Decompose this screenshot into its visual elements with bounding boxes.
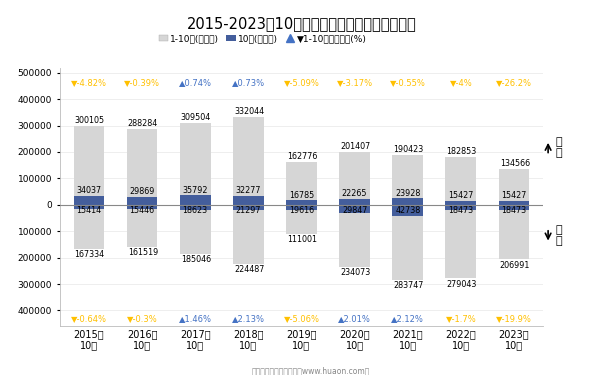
- Bar: [180, 205, 211, 254]
- Bar: [127, 205, 158, 248]
- Text: 制图：华经产业研究院（www.huaon.com）: 制图：华经产业研究院（www.huaon.com）: [251, 366, 370, 375]
- Bar: [233, 205, 264, 264]
- Bar: [392, 154, 423, 205]
- Text: ▼-0.64%: ▼-0.64%: [71, 314, 107, 323]
- Text: 15446: 15446: [130, 206, 155, 214]
- Text: ▲0.73%: ▲0.73%: [232, 78, 265, 87]
- Bar: [392, 198, 423, 205]
- Text: 18623: 18623: [183, 206, 208, 214]
- Text: 29847: 29847: [342, 206, 367, 214]
- Text: 190423: 190423: [393, 145, 424, 154]
- Text: 279043: 279043: [447, 279, 477, 288]
- Text: 15427: 15427: [448, 191, 473, 200]
- Text: 288284: 288284: [128, 119, 158, 128]
- Text: 21297: 21297: [236, 206, 261, 214]
- Text: 出
口: 出 口: [555, 137, 562, 159]
- Text: 332044: 332044: [234, 107, 264, 116]
- Bar: [392, 205, 423, 280]
- Text: 283747: 283747: [393, 281, 424, 290]
- Text: ▼-4%: ▼-4%: [450, 78, 472, 87]
- Text: ▲2.01%: ▲2.01%: [338, 314, 371, 323]
- Text: 234073: 234073: [340, 268, 371, 277]
- Text: 167334: 167334: [75, 250, 104, 259]
- Bar: [286, 205, 317, 234]
- Bar: [127, 197, 158, 205]
- Text: 161519: 161519: [128, 249, 158, 258]
- Text: 206991: 206991: [500, 261, 530, 270]
- Bar: [498, 205, 530, 260]
- Text: 23928: 23928: [395, 189, 420, 198]
- Bar: [286, 162, 317, 205]
- Legend: 1-10月(万美元), 10月(万美元), ▼1-10月同比增速(%): 1-10月(万美元), 10月(万美元), ▼1-10月同比增速(%): [155, 31, 371, 47]
- Text: 18473: 18473: [501, 206, 527, 214]
- Text: ▼-26.2%: ▼-26.2%: [496, 78, 532, 87]
- Text: 32277: 32277: [236, 186, 261, 195]
- Bar: [127, 205, 158, 209]
- Text: ▲0.74%: ▲0.74%: [179, 78, 212, 87]
- Text: 182853: 182853: [447, 147, 477, 156]
- Bar: [445, 201, 476, 205]
- Bar: [339, 199, 370, 205]
- Text: 19616: 19616: [289, 206, 314, 214]
- Bar: [233, 196, 264, 205]
- Bar: [73, 205, 104, 209]
- Text: 134566: 134566: [500, 159, 530, 168]
- Bar: [498, 169, 530, 205]
- Text: ▼-4.82%: ▼-4.82%: [71, 78, 107, 87]
- Text: 进
口: 进 口: [555, 225, 562, 246]
- Bar: [73, 126, 104, 205]
- Text: 185046: 185046: [181, 255, 211, 264]
- Text: ▼-0.55%: ▼-0.55%: [390, 78, 426, 87]
- Bar: [286, 200, 317, 205]
- Bar: [233, 117, 264, 205]
- Text: 16785: 16785: [289, 190, 314, 200]
- Text: ▼-0.39%: ▼-0.39%: [124, 78, 160, 87]
- Bar: [339, 205, 370, 267]
- Text: ▲1.46%: ▲1.46%: [179, 314, 212, 323]
- Bar: [127, 129, 158, 205]
- Text: 35792: 35792: [183, 186, 208, 195]
- Text: 42738: 42738: [395, 206, 420, 214]
- Text: 29869: 29869: [130, 187, 155, 196]
- Bar: [73, 196, 104, 205]
- Text: ▼-0.3%: ▼-0.3%: [127, 314, 158, 323]
- Text: 18473: 18473: [448, 206, 473, 214]
- Text: 300105: 300105: [75, 116, 104, 125]
- Text: 224487: 224487: [234, 265, 264, 274]
- Text: ▲2.12%: ▲2.12%: [391, 314, 424, 323]
- Bar: [286, 205, 317, 210]
- Text: 15414: 15414: [76, 206, 101, 214]
- Bar: [392, 205, 423, 216]
- Text: 309504: 309504: [181, 113, 211, 122]
- Bar: [180, 195, 211, 205]
- Text: ▼-5.06%: ▼-5.06%: [284, 314, 319, 323]
- Bar: [445, 156, 476, 205]
- Text: ▼-1.7%: ▼-1.7%: [445, 314, 476, 323]
- Bar: [498, 201, 530, 205]
- Text: ▼-5.09%: ▼-5.09%: [284, 78, 319, 87]
- Text: 22265: 22265: [342, 189, 367, 198]
- Title: 2015-2023年10月漕河泾综合保税区进、出口额: 2015-2023年10月漕河泾综合保税区进、出口额: [187, 16, 416, 32]
- Bar: [180, 205, 211, 210]
- Text: 15427: 15427: [501, 191, 527, 200]
- Text: 162776: 162776: [287, 152, 318, 161]
- Text: ▼-3.17%: ▼-3.17%: [337, 78, 373, 87]
- Bar: [445, 205, 476, 279]
- Text: ▼-19.9%: ▼-19.9%: [496, 314, 532, 323]
- Bar: [180, 123, 211, 205]
- Text: 201407: 201407: [340, 142, 371, 151]
- Bar: [339, 152, 370, 205]
- Text: 34037: 34037: [76, 186, 101, 195]
- Bar: [233, 205, 264, 210]
- Text: 111001: 111001: [287, 235, 317, 244]
- Bar: [73, 205, 104, 249]
- Bar: [339, 205, 370, 213]
- Bar: [498, 205, 530, 210]
- Text: ▲2.13%: ▲2.13%: [232, 314, 265, 323]
- Bar: [445, 205, 476, 210]
